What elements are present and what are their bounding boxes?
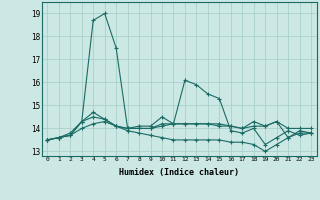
X-axis label: Humidex (Indice chaleur): Humidex (Indice chaleur) [119,168,239,177]
